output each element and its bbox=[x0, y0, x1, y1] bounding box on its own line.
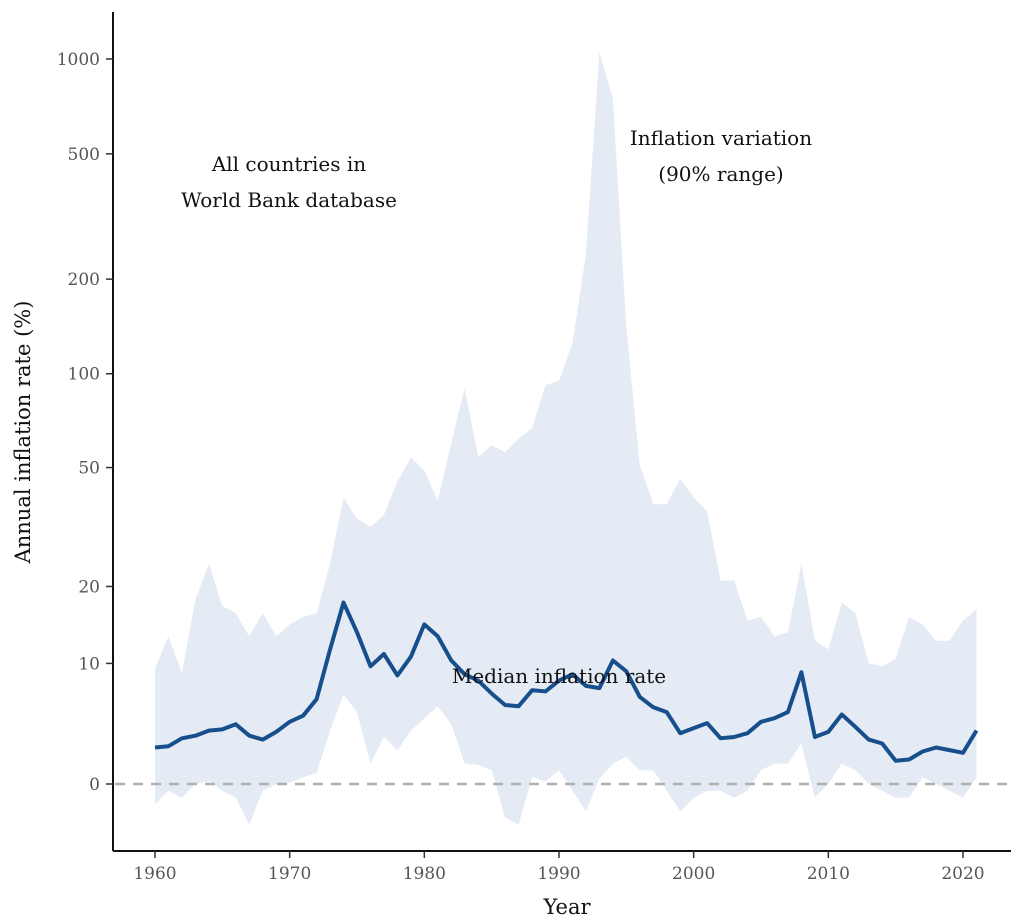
annotation-variation-line2: (90% range) bbox=[658, 162, 783, 186]
y-tick-label: 20 bbox=[78, 577, 100, 597]
y-tick-label: 10 bbox=[78, 654, 100, 674]
median-inflation-line bbox=[154, 600, 979, 763]
x-tick-label: 2000 bbox=[672, 864, 715, 884]
y-tick-label: 50 bbox=[78, 459, 100, 479]
x-tick-label: 1980 bbox=[403, 864, 446, 884]
inflation-variation-band bbox=[155, 52, 977, 825]
annotation-scope-line2: World Bank database bbox=[181, 188, 397, 212]
y-axis-title: Annual inflation rate (%) bbox=[11, 301, 35, 565]
x-tick-label: 1970 bbox=[268, 864, 311, 884]
x-tick-label: 1990 bbox=[537, 864, 580, 884]
x-tick-label: 2020 bbox=[941, 864, 984, 884]
y-tick-label: 0 bbox=[89, 775, 100, 795]
y-tick-label: 100 bbox=[68, 365, 100, 385]
y-axis-ticks: 0 10 20 50 100 200 500 1000 bbox=[57, 50, 113, 795]
x-axis-ticks: 1960 1970 1980 1990 2000 2010 2020 bbox=[133, 851, 985, 884]
x-tick-label: 1960 bbox=[133, 864, 176, 884]
axes bbox=[112, 12, 1011, 852]
y-tick-label: 500 bbox=[68, 145, 100, 165]
annotation-median: Median inflation rate bbox=[452, 664, 666, 688]
x-tick-label: 2010 bbox=[807, 864, 850, 884]
annotations: All countries in World Bank database Inf… bbox=[181, 126, 812, 688]
y-tick-label: 200 bbox=[68, 270, 100, 290]
plot-area bbox=[115, 52, 1011, 825]
annotation-variation-line1: Inflation variation bbox=[630, 126, 812, 150]
y-tick-label: 1000 bbox=[57, 50, 100, 70]
x-axis-title: Year bbox=[542, 895, 591, 918]
annotation-scope-line1: All countries in bbox=[211, 152, 366, 176]
